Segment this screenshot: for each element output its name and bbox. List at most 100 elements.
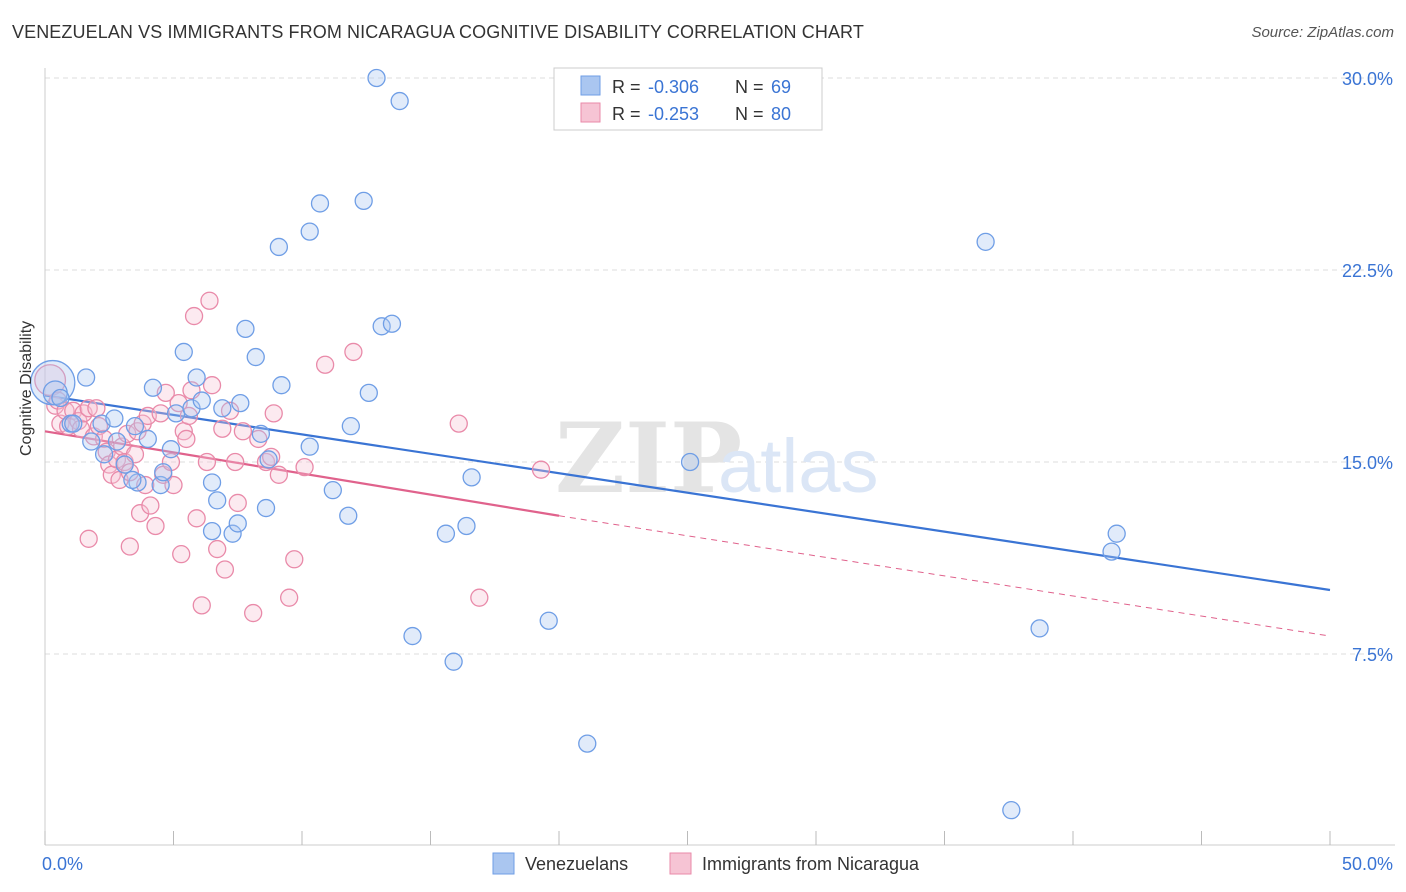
- point-nicaragua: [344, 342, 363, 362]
- point-nicaragua: [87, 399, 106, 418]
- chart-title: VENEZUELAN VS IMMIGRANTS FROM NICARAGUA …: [12, 22, 864, 42]
- point-nicaragua: [197, 452, 217, 472]
- point-venezuelans: [310, 194, 330, 213]
- point-venezuelans: [174, 342, 193, 362]
- legend-r-value: -0.253: [648, 104, 699, 124]
- point-nicaragua: [141, 496, 160, 515]
- point-venezuelans: [202, 521, 222, 541]
- point-nicaragua: [79, 399, 98, 418]
- point-venezuelans: [246, 347, 265, 367]
- legend-r-label: R =: [612, 104, 641, 124]
- point-nicaragua: [256, 452, 276, 472]
- point-nicaragua: [202, 376, 222, 395]
- point-nicaragua: [187, 509, 206, 528]
- watermark-zip: ZIP: [555, 402, 742, 515]
- point-venezuelans: [256, 498, 276, 518]
- point-venezuelans: [457, 516, 476, 536]
- point-venezuelans: [323, 481, 342, 500]
- point-nicaragua: [226, 452, 245, 472]
- legend: R = -0.306 N = 69 R = -0.253 N = 80: [553, 67, 823, 131]
- point-venezuelans: [300, 222, 319, 241]
- point-venezuelans: [223, 524, 242, 543]
- point-venezuelans: [107, 432, 127, 451]
- point-venezuelans: [202, 473, 222, 492]
- legend-n-value: 69: [771, 77, 791, 97]
- point-venezuelans: [82, 432, 101, 451]
- point-venezuelans: [367, 68, 386, 88]
- point-venezuelans: [208, 491, 227, 510]
- point-venezuelans: [354, 191, 373, 211]
- point-venezuelans: [125, 417, 145, 436]
- point-venezuelans: [161, 440, 181, 459]
- series-venezuelans-points: [29, 68, 1126, 820]
- point-venezuelans: [228, 514, 247, 533]
- point-nicaragua: [213, 419, 232, 438]
- point-venezuelans: [444, 652, 463, 671]
- gridlines: [45, 77, 1395, 655]
- y-axis-label: Cognitive Disability: [18, 320, 35, 456]
- point-nicaragua: [531, 460, 551, 479]
- point-nicaragua: [184, 306, 204, 326]
- y-tick-label: 15.0%: [1342, 453, 1393, 473]
- point-nicaragua: [164, 475, 183, 495]
- point-venezuelans: [259, 450, 278, 469]
- point-nicaragua: [449, 414, 468, 433]
- point-nicaragua: [200, 291, 219, 310]
- point-nicaragua: [470, 588, 489, 607]
- point-nicaragua: [192, 596, 211, 615]
- point-venezuelans: [143, 378, 163, 397]
- point-nicaragua: [262, 447, 281, 467]
- point-nicaragua: [34, 364, 67, 397]
- point-venezuelans: [269, 237, 289, 257]
- point-venezuelans: [359, 383, 378, 403]
- point-venezuelans: [1030, 619, 1049, 638]
- point-venezuelans: [76, 368, 96, 387]
- point-venezuelans: [1102, 542, 1121, 561]
- legend-swatch-venezuelans: [580, 75, 601, 96]
- y-tick-label: 22.5%: [1342, 261, 1393, 281]
- point-nicaragua: [177, 429, 196, 449]
- point-venezuelans: [251, 424, 271, 443]
- point-venezuelans: [105, 409, 124, 428]
- y-tick-label: 30.0%: [1342, 69, 1393, 89]
- point-venezuelans: [462, 468, 481, 487]
- point-venezuelans: [300, 437, 319, 456]
- point-venezuelans: [1002, 801, 1021, 820]
- source-label: Source: ZipAtlas.com: [1251, 24, 1394, 41]
- point-nicaragua: [269, 465, 289, 484]
- point-venezuelans: [231, 393, 250, 413]
- legend-swatch-nicaragua: [580, 102, 601, 123]
- x-tick-label: 0.0%: [42, 854, 83, 874]
- point-nicaragua: [208, 539, 227, 559]
- point-venezuelans: [390, 91, 409, 111]
- point-venezuelans: [236, 319, 255, 339]
- legend-n-label: N =: [735, 104, 764, 124]
- point-nicaragua: [146, 516, 165, 536]
- legend-n-value: 80: [771, 104, 791, 124]
- legend-n-label: N =: [735, 77, 764, 97]
- point-nicaragua: [315, 355, 335, 374]
- point-nicaragua: [215, 560, 235, 579]
- point-venezuelans: [578, 734, 597, 753]
- point-venezuelans: [115, 455, 134, 474]
- point-venezuelans: [192, 391, 211, 410]
- axes: [44, 68, 1395, 846]
- bottom-legend-label-venezuelans: Venezuelans: [525, 854, 628, 874]
- trend-line-nicaragua-extrapolated: [558, 515, 1331, 637]
- point-venezuelans: [436, 524, 456, 543]
- trend-line-venezuelans: [44, 394, 1331, 592]
- point-nicaragua: [249, 429, 268, 449]
- point-nicaragua: [120, 537, 139, 556]
- point-nicaragua: [228, 493, 247, 513]
- point-venezuelans: [154, 463, 173, 482]
- point-nicaragua: [172, 545, 191, 564]
- point-venezuelans: [272, 376, 291, 395]
- point-venezuelans: [680, 452, 700, 472]
- bottom-legend-swatch-nicaragua: [669, 852, 692, 875]
- point-nicaragua: [285, 550, 304, 569]
- y-tick-label: 7.5%: [1352, 645, 1393, 665]
- legend-r-value: -0.306: [648, 77, 699, 97]
- point-nicaragua: [264, 404, 283, 423]
- bottom-legend-swatch-venezuelans: [492, 852, 515, 875]
